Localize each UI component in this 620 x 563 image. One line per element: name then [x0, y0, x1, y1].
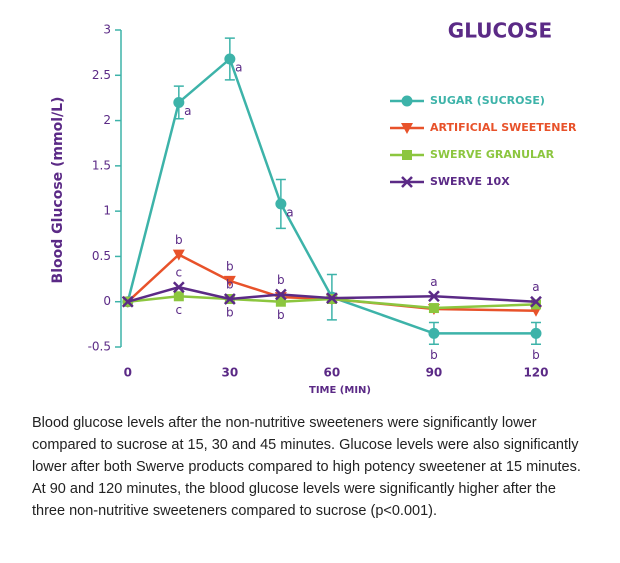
significance-label: b	[277, 308, 285, 322]
data-point	[530, 327, 542, 339]
legend-label: SWERVE GRANULAR	[430, 148, 555, 161]
data-point	[274, 288, 287, 301]
y-axis-label: Blood Glucose (mmol/L)	[50, 97, 66, 284]
y-tick-label: 0.5	[92, 249, 111, 263]
x-tick-label: 90	[426, 366, 443, 380]
legend-marker	[401, 176, 413, 188]
significance-label: b	[226, 277, 234, 291]
legend-marker	[401, 95, 413, 107]
data-point	[428, 327, 440, 339]
significance-label: b	[226, 259, 234, 273]
significance-label: b	[226, 305, 234, 319]
data-point	[530, 299, 541, 310]
y-tick-label: 0	[103, 294, 111, 308]
y-tick-label: 1	[103, 204, 111, 218]
legend-marker	[401, 123, 413, 134]
data-point	[428, 303, 439, 314]
data-point	[121, 295, 134, 308]
data-point	[223, 293, 236, 305]
significance-label: c	[176, 303, 183, 317]
x-tick-label: 60	[324, 366, 341, 380]
significance-label: b	[430, 348, 438, 362]
data-point	[223, 275, 236, 287]
data-point	[172, 281, 185, 294]
x-tick-label: 120	[523, 366, 548, 380]
x-tick-label: 0	[124, 366, 132, 380]
legend-label: SUGAR (SUCROSE)	[430, 94, 545, 107]
legend-marker	[402, 150, 412, 160]
significance-label: a	[184, 104, 191, 118]
y-tick-label: 3	[103, 23, 111, 37]
chart-title: GLUCOSE	[448, 19, 552, 43]
data-point	[530, 295, 542, 308]
y-tick-label: 2	[103, 113, 111, 127]
y-tick-label: 1.5	[92, 158, 111, 172]
data-point	[275, 198, 287, 210]
caption: Blood glucose levels after the non-nutri…	[32, 415, 581, 519]
significance-label: b	[175, 233, 183, 247]
significance-label: a	[532, 280, 539, 294]
x-tick-label: 30	[221, 366, 238, 380]
legend-label: ARTIFICIAL SWEETENER	[430, 121, 577, 134]
data-point	[275, 296, 286, 307]
significance-label: b	[277, 273, 285, 287]
significance-label: a	[430, 275, 437, 289]
significance-label: c	[176, 266, 183, 280]
chart: GLUCOSE Blood Glucose (mmol/L) TIME (MIN…	[50, 19, 577, 397]
x-axis-label: TIME (MIN)	[309, 385, 371, 396]
data-point	[326, 292, 338, 304]
data-point	[173, 291, 184, 302]
y-tick-label: -0.5	[88, 340, 111, 354]
data-point	[172, 249, 185, 261]
significance-label: a	[235, 60, 242, 74]
significance-label: b	[532, 348, 540, 362]
data-point	[428, 290, 440, 303]
data-point	[173, 96, 185, 108]
y-tick-label: 2.5	[92, 68, 111, 82]
significance-label: a	[286, 205, 293, 219]
legend-label: SWERVE 10X	[430, 175, 510, 188]
data-point	[224, 53, 236, 65]
